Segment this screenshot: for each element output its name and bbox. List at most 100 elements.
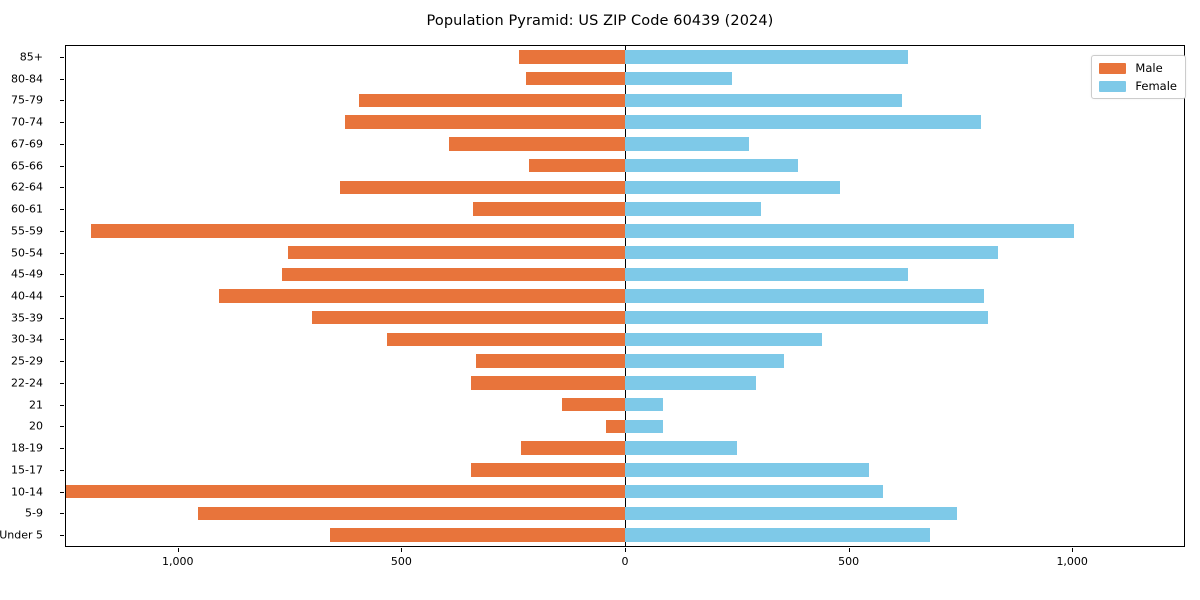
y-axis-tick-label: Under 5 (0, 528, 43, 542)
legend-item[interactable]: Male (1099, 61, 1177, 75)
bar-male (473, 202, 625, 216)
bar-row (66, 484, 1184, 499)
bar-row (66, 202, 1184, 216)
x-axis-tick-label: 500 (838, 555, 860, 568)
x-axis-tick (625, 548, 626, 552)
bar-female (625, 354, 784, 368)
y-axis-tick-label: 85+ (19, 50, 43, 64)
x-axis-tick (1072, 548, 1074, 552)
y-axis-tick (60, 317, 64, 319)
x-axis-tick-label: 1,000 (1056, 555, 1088, 568)
legend-swatch (1099, 80, 1127, 92)
bar-row (66, 137, 1184, 151)
bar-female (625, 93, 903, 108)
y-axis-tick (60, 165, 64, 167)
y-axis-tick-label: 5-9 (25, 506, 43, 520)
y-axis-tick (60, 78, 64, 80)
chart-title: Population Pyramid: US ZIP Code 60439 (2… (426, 13, 774, 29)
bar-female (625, 245, 998, 260)
y-axis-tick (60, 382, 64, 384)
bar-male (476, 354, 625, 368)
bar-male (91, 224, 625, 238)
y-axis-tick-label: 35-39 (11, 311, 43, 325)
y-axis-tick (60, 426, 64, 428)
y-axis-tick-label: 70-74 (11, 115, 43, 129)
bar-female (625, 463, 869, 477)
bar-row (66, 245, 1184, 260)
x-axis-tick-label: 1,000 (162, 555, 194, 568)
x-axis-tick-label: 0 (621, 555, 629, 568)
bar-male (340, 180, 625, 195)
y-axis-tick (60, 339, 64, 341)
bar-row (66, 506, 1184, 521)
bar-row (66, 311, 1184, 325)
y-axis-tick (60, 448, 64, 450)
bar-male (345, 115, 625, 129)
x-axis-tick (177, 548, 179, 552)
y-axis-tick (60, 404, 64, 406)
y-axis-tick (60, 209, 64, 211)
y-axis-tick (60, 143, 64, 145)
bar-row (66, 93, 1184, 108)
y-axis-tick-label: 18-19 (11, 441, 43, 455)
y-axis-tick (60, 491, 64, 493)
bar-row (66, 158, 1184, 173)
y-axis-tick (60, 187, 64, 189)
y-axis-tick-label: 45-49 (11, 267, 43, 281)
bar-male (470, 463, 625, 477)
y-axis-tick (60, 230, 64, 232)
bar-row (66, 397, 1184, 412)
bar-male (311, 311, 625, 325)
bar-male (470, 376, 625, 390)
y-axis-tick-label: 62-64 (11, 180, 43, 194)
bar-female (625, 224, 1074, 238)
y-axis-tick-label: 22-24 (11, 376, 43, 390)
bar-row (66, 224, 1184, 238)
bar-row (66, 376, 1184, 390)
bar-female (625, 115, 982, 129)
plot-inner (66, 46, 1184, 546)
y-axis-tick (60, 122, 64, 124)
bar-female (625, 180, 840, 195)
bar-row (66, 354, 1184, 368)
y-axis-tick (60, 274, 64, 276)
y-axis-tick-label: 20 (29, 419, 43, 433)
y-axis-tick (60, 56, 64, 58)
y-axis-tick (60, 469, 64, 471)
y-axis-tick-label: 40-44 (11, 289, 43, 303)
bar-male (329, 528, 625, 542)
bar-female (625, 289, 984, 303)
y-axis-tick (60, 100, 64, 102)
bar-female (625, 376, 756, 390)
legend-label: Male (1135, 61, 1163, 75)
bar-male (521, 441, 625, 455)
plot-area: 85+ 80-84 75-79 70-74 67-69 65-66 62-64 60-61 55… (0, 45, 1185, 568)
y-axis-tick-label: 50-54 (11, 246, 43, 260)
bar-male (606, 419, 625, 434)
bar-male (219, 289, 625, 303)
bar-row (66, 50, 1184, 64)
y-axis-tick-label: 67-69 (11, 137, 43, 151)
bar-male (359, 93, 625, 108)
y-axis-tick-label: 30-34 (11, 332, 43, 346)
bar-female (625, 528, 930, 542)
bar-male (197, 506, 625, 521)
y-axis-tick (60, 252, 64, 254)
y-axis-tick (60, 296, 64, 297)
bar-female (625, 311, 989, 325)
y-axis-tick-label: 21 (29, 398, 43, 412)
x-axis-tick-label: 500 (390, 555, 412, 568)
bar-row (66, 267, 1184, 281)
bar-row (66, 441, 1184, 455)
bar-female (625, 137, 750, 151)
y-axis-tick (60, 361, 64, 363)
y-axis-tick-label: 25-29 (11, 354, 43, 368)
bar-male (529, 158, 625, 173)
bar-female (625, 506, 957, 521)
bar-female (625, 397, 663, 412)
bar-male (386, 332, 625, 347)
bar-row (66, 180, 1184, 195)
legend-item[interactable]: Female (1099, 79, 1177, 93)
y-axis-tick-label: 15-17 (11, 463, 43, 477)
legend-label: Female (1135, 79, 1177, 93)
